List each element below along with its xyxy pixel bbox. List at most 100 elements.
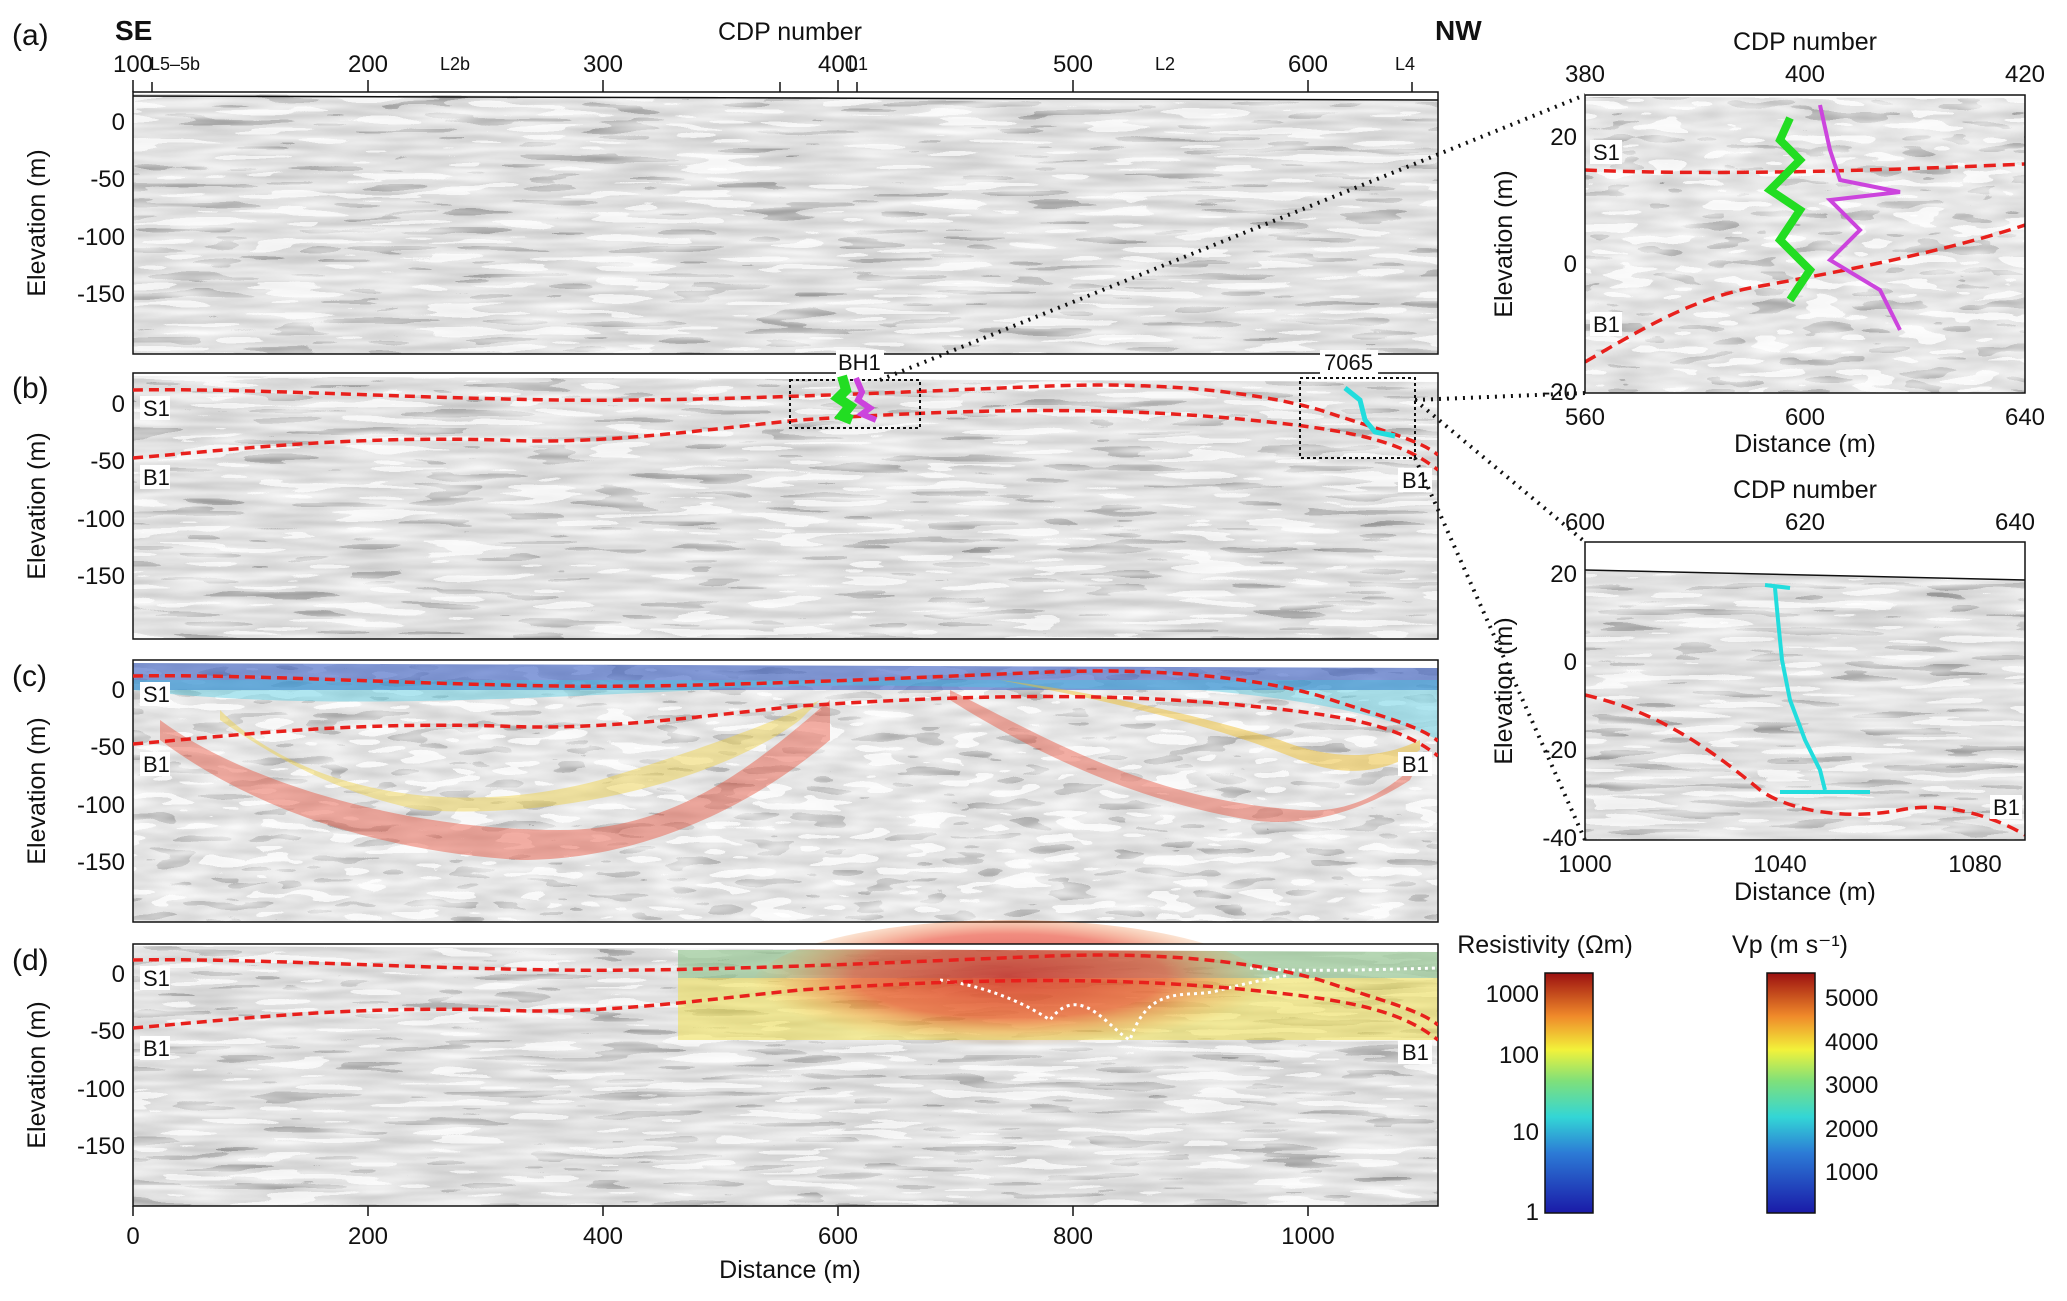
y-axis-label: Elevation (m) — [23, 432, 51, 579]
bottom-tick: 200 — [348, 1223, 388, 1250]
seismic-section — [133, 373, 1438, 639]
colorbar-tick: 1000 — [1825, 1159, 1878, 1186]
borehole-green-log — [830, 374, 858, 425]
horizon-label-b1: B1 — [140, 752, 170, 777]
y-tick: -100 — [77, 792, 125, 819]
horizon-label-s1: S1 — [140, 682, 170, 707]
colorbar-tick: 1000 — [1486, 981, 1539, 1008]
inset-connectors — [879, 93, 1587, 841]
inset-bottom-tick: 1080 — [1948, 851, 2001, 878]
horizon-label-s1: S1 — [1590, 140, 1622, 165]
y-tick: -100 — [77, 224, 125, 251]
y-tick: 0 — [112, 961, 125, 988]
bottom-tick: 0 — [126, 1223, 139, 1250]
top-tick: 400 — [818, 51, 858, 78]
resistivity-overlay — [678, 920, 1439, 1060]
inset-y-tick: -20 — [1542, 737, 1577, 764]
borehole-cyan-log — [1764, 583, 1870, 794]
inset-bottom-label: Distance (m) — [1734, 878, 1876, 906]
colorbar-tick: 5000 — [1825, 985, 1878, 1012]
top-tick: 300 — [583, 51, 623, 78]
y-axis-label: Elevation (m) — [23, 149, 51, 296]
y-tick: -50 — [90, 166, 125, 193]
borehole-cyan-log — [1343, 386, 1396, 439]
inset-top-label: CDP number — [1733, 476, 1877, 504]
inset-seismic — [1585, 95, 2025, 393]
y-tick: -150 — [77, 1133, 125, 1160]
colorbar-title: Vp (m s⁻¹) — [1732, 931, 1848, 959]
inset-y-tick: 20 — [1550, 561, 1577, 588]
inset-2: CDP number 600 620 640 Elevation (m) 20 … — [1490, 476, 2035, 906]
horizon-label-s1: S1 — [140, 396, 170, 421]
inset-seismic — [1585, 542, 2025, 840]
svg-text:S1: S1 — [143, 966, 170, 991]
top-tick: 500 — [1053, 51, 1093, 78]
horizon-label-s1: S1 — [140, 966, 170, 991]
horizon-lines — [133, 953, 1438, 1042]
top-cdp-axis: CDP number SE NW 100 200 300 400 500 600… — [113, 15, 1482, 92]
colorbar-tick: 10 — [1512, 1119, 1539, 1146]
panel-b: (b) Elevation (m) 0 -50 -100 -150 S1 B1 … — [12, 350, 1439, 640]
svg-text:B1: B1 — [1593, 312, 1620, 337]
colorbar-title: Resistivity (Ωm) — [1457, 931, 1633, 959]
seismic-section — [133, 92, 1438, 354]
y-axis-label: Elevation (m) — [23, 1001, 51, 1148]
panel-label: (a) — [12, 19, 49, 52]
colorbar-gradient — [1544, 972, 1594, 1214]
bottom-distance-axis: 0 200 400 600 800 1000 Distance (m) — [126, 1206, 1335, 1284]
svg-text:S1: S1 — [1593, 140, 1620, 165]
top-tick: 100 — [113, 51, 153, 78]
inset-top-tick: 400 — [1785, 61, 1825, 88]
inset-top-label: CDP number — [1733, 28, 1877, 56]
bottom-tick: 400 — [583, 1223, 623, 1250]
direction-nw: NW — [1435, 15, 1482, 46]
top-tick: 600 — [1288, 51, 1328, 78]
colorbar-tick: 100 — [1499, 1042, 1539, 1069]
inset-y-tick: 0 — [1564, 649, 1577, 676]
colorbar-vp: Vp (m s⁻¹) 5000 4000 3000 2000 1000 — [1732, 931, 1878, 1214]
panel-d: (d) Elevation (m) 0 -50 -100 -150 S1 B1 … — [12, 920, 1439, 1207]
y-tick: -150 — [77, 281, 125, 308]
colorbar-gradient — [1766, 972, 1816, 1214]
line-marker: L2b — [440, 54, 470, 74]
svg-text:B1: B1 — [1402, 752, 1429, 777]
inset-bottom-tick: 640 — [2005, 404, 2045, 431]
inset-y-label: Elevation (m) — [1490, 170, 1518, 317]
svg-text:BH1: BH1 — [838, 350, 881, 375]
bottom-tick: 1000 — [1281, 1223, 1334, 1250]
borehole-label-7065: 7065 — [1320, 350, 1378, 375]
svg-text:7065: 7065 — [1324, 350, 1373, 375]
borehole-magenta-log — [853, 376, 878, 423]
svg-text:B1: B1 — [1402, 1040, 1429, 1065]
bottom-tick: 600 — [818, 1223, 858, 1250]
top-axis-label: CDP number — [718, 18, 862, 46]
line-marker: L1 — [848, 54, 868, 74]
bottom-axis-label: Distance (m) — [719, 1256, 861, 1284]
inset-top-tick: 380 — [1565, 61, 1605, 88]
horizon-label-b1: B1 — [1990, 795, 2022, 820]
panel-label: (c) — [12, 660, 47, 693]
horizon-lines — [133, 669, 1438, 758]
horizon-label-b1: B1 — [140, 1036, 170, 1061]
y-tick: 0 — [112, 391, 125, 418]
panel-a: (a) Elevation (m) 0 -50 -100 -150 — [12, 19, 1439, 355]
inset-box-7065 — [1299, 377, 1416, 459]
svg-text:S1: S1 — [143, 396, 170, 421]
inset-1: CDP number 380 400 420 Elevation (m) 20 … — [1490, 28, 2045, 458]
y-tick: -100 — [77, 506, 125, 533]
inset-bottom-label: Distance (m) — [1734, 430, 1876, 458]
inset-y-tick: -40 — [1542, 825, 1577, 852]
bottom-tick: 800 — [1053, 1223, 1093, 1250]
horizon-label-b1-right: B1 — [1398, 1040, 1432, 1065]
horizon-label-b1: B1 — [140, 465, 170, 490]
inset-top-tick: 620 — [1785, 509, 1825, 536]
y-tick: 0 — [112, 677, 125, 704]
panel-label: (d) — [12, 944, 49, 977]
line-marker: L5–5b — [150, 54, 200, 74]
colorbar-tick: 1 — [1526, 1199, 1539, 1226]
inset-top-tick: 420 — [2005, 61, 2045, 88]
horizon-lines — [133, 383, 1438, 472]
y-tick: -50 — [90, 1018, 125, 1045]
colorbar-tick: 2000 — [1825, 1116, 1878, 1143]
